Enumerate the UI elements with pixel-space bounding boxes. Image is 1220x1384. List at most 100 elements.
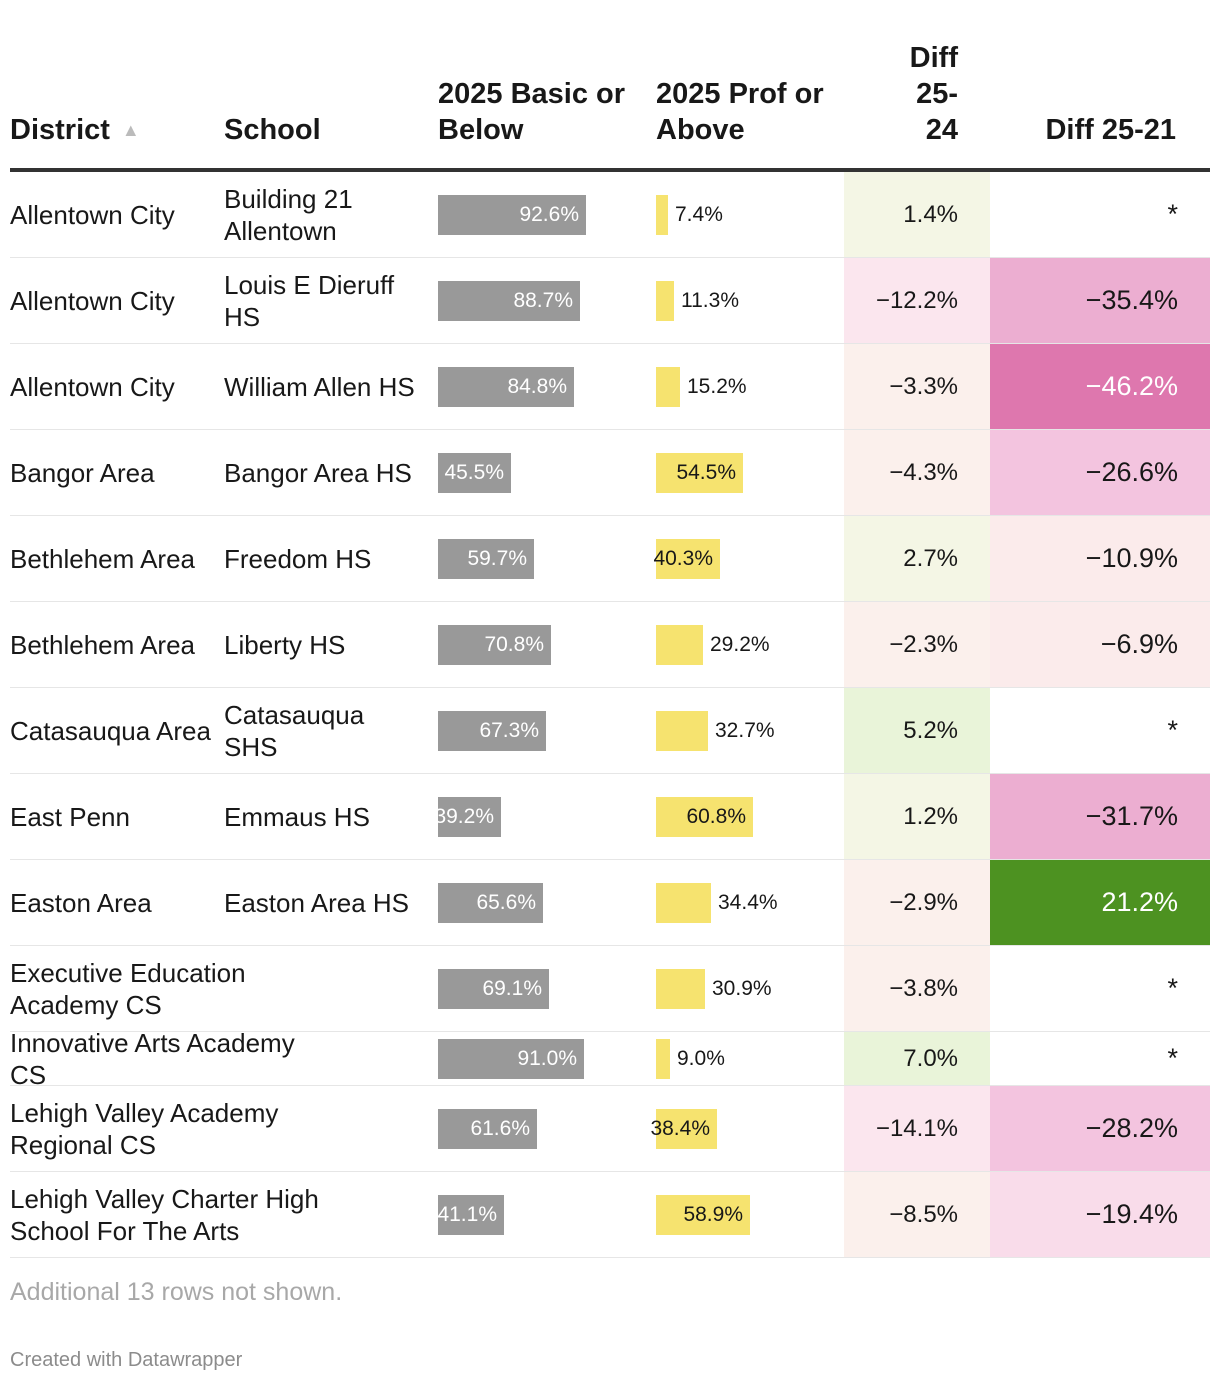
basic-or-below-cell: 41.1% [437,1172,504,1257]
table-row: Lehigh Valley Charter High School For Th… [10,1172,1210,1258]
basic-or-below-bar: 59.7% [438,538,534,579]
diff-25-21-cell: * [1167,715,1178,745]
table-row: Executive Education Academy CS 69.1% 30.9%… [10,946,1210,1032]
prof-or-above-value: 54.5% [676,460,736,484]
diff-25-21-cell: −26.6% [990,430,1210,515]
prof-or-above-cell: 38.4% [650,1086,717,1171]
diff-25-24-cell: −4.3% [844,430,990,515]
school-cell: Freedom HS [224,543,372,574]
basic-or-below-value: 59.7% [467,546,527,570]
diff-25-24-cell: −14.1% [844,1086,990,1171]
basic-or-below-cell: 84.8% [438,344,574,429]
district-cell: Bethlehem Area [10,629,196,660]
prof-or-above-cell: 54.5% [656,430,743,515]
table-row: Bethlehem Area Freedom HS 59.7% 40.3% 2.7% −1… [10,516,1210,602]
district-cell: Lehigh Valley Academy Regional CS [10,1097,279,1160]
sort-ascending-icon[interactable]: ▲ [121,120,140,140]
diff-25-24-cell: 7.0% [844,1032,990,1085]
column-header-prof[interactable]: 2025 Prof or Above [656,78,824,146]
table-row: East Penn Emmaus HS 39.2% 60.8% 1.2% −31.7% [10,774,1210,860]
diff-25-24-cell: −2.3% [844,602,990,687]
table-row: Bangor Area Bangor Area HS 45.5% 54.5% −4.3%… [10,430,1210,516]
diff-25-21-cell: * [1167,1043,1178,1073]
basic-or-below-cell: 45.5% [438,430,511,515]
prof-or-above-value: 30.9% [712,976,772,1000]
diff-25-21-cell: −35.4% [990,258,1210,343]
diff-25-24-cell: −8.5% [844,1172,990,1257]
prof-or-above-value: 40.3% [653,546,713,570]
basic-or-below-value: 88.7% [513,288,573,312]
district-cell: Executive Education Academy CS [10,957,246,1020]
table-row: Allentown City Building 21 Allentown 92.6%… [10,172,1210,258]
basic-or-below-cell: 39.2% [434,774,501,859]
prof-or-above-cell: 30.9% [656,946,772,1031]
school-cell: Bangor Area HS [224,457,412,488]
table-header: District ▲ School 2025 Basic or Below 202… [10,0,1210,172]
prof-or-above-value: 7.4% [675,202,723,226]
column-header-diff-25-21[interactable]: Diff 25-21 [1045,114,1176,146]
prof-or-above-value: 58.9% [683,1202,743,1226]
prof-or-above-bar [656,710,708,751]
basic-or-below-bar: 39.2% [434,796,501,837]
basic-or-below-bar: 70.8% [438,624,551,665]
prof-or-above-bar [656,366,680,407]
prof-or-above-bar [656,194,668,235]
basic-or-below-value: 92.6% [519,202,579,226]
basic-or-below-cell: 65.6% [438,860,543,945]
basic-or-below-value: 67.3% [479,718,539,742]
district-cell: Allentown City [10,285,175,316]
basic-or-below-cell: 67.3% [438,688,546,773]
district-cell: East Penn [10,801,130,832]
column-header-district[interactable]: District ▲ [10,112,140,148]
basic-or-below-bar: 88.7% [438,280,580,321]
table-row: Lehigh Valley Academy Regional CS 61.6% 38… [10,1086,1210,1172]
prof-or-above-cell: 58.9% [656,1172,750,1257]
diff-25-21-cell: −10.9% [990,516,1210,601]
diff-25-24-cell: −12.2% [844,258,990,343]
prof-or-above-bar: 40.3% [653,538,720,579]
prof-or-above-cell: 60.8% [656,774,753,859]
prof-or-above-bar: 54.5% [656,452,743,493]
diff-25-24-cell: 1.4% [844,172,990,257]
diff-25-21-cell: −46.2% [990,344,1210,429]
prof-or-above-value: 60.8% [686,804,746,828]
prof-or-above-value: 38.4% [650,1116,710,1140]
district-cell: Catasauqua Area [10,715,211,746]
column-header-basic[interactable]: 2025 Basic or Below [438,78,626,146]
prof-or-above-cell: 7.4% [656,172,723,257]
basic-or-below-cell: 69.1% [438,946,549,1031]
district-cell: Bangor Area [10,457,155,488]
table-row: Bethlehem Area Liberty HS 70.8% 29.2% −2.3% −… [10,602,1210,688]
prof-or-above-cell: 9.0% [656,1032,725,1085]
prof-or-above-cell: 29.2% [656,602,770,687]
basic-or-below-cell: 91.0% [438,1032,584,1085]
school-cell: Easton Area HS [224,887,409,918]
prof-or-above-value: 29.2% [710,632,770,656]
basic-or-below-bar: 67.3% [438,710,546,751]
school-cell: Catasauqua SHS [224,699,365,762]
basic-or-below-bar: 41.1% [437,1194,504,1235]
school-cell: Liberty HS [224,629,346,660]
district-cell: Bethlehem Area [10,543,196,574]
prof-or-above-value: 15.2% [687,374,747,398]
table-row: Easton Area Easton Area HS 65.6% 34.4% −2.9%… [10,860,1210,946]
prof-or-above-cell: 34.4% [656,860,778,945]
prof-or-above-value: 9.0% [677,1046,725,1070]
diff-25-24-cell: −2.9% [844,860,990,945]
district-cell: Allentown City [10,371,175,402]
school-cell: Louis E Dieruff HS [224,269,395,332]
prof-or-above-bar: 60.8% [656,796,753,837]
diff-25-24-cell: 1.2% [844,774,990,859]
basic-or-below-value: 70.8% [484,632,544,656]
basic-or-below-cell: 92.6% [438,172,586,257]
column-header-diff-25-24[interactable]: Diff 25-24 [909,42,958,146]
prof-or-above-value: 32.7% [715,718,775,742]
datawrapper-credit[interactable]: Created with Datawrapper [10,1349,243,1371]
basic-or-below-value: 91.0% [517,1046,577,1070]
column-header-school[interactable]: School [224,114,321,146]
district-header-label: District [10,114,110,146]
footnote: Additional 13 rows not shown. [10,1278,343,1306]
basic-or-below-value: 45.5% [444,460,504,484]
district-cell: Easton Area [10,887,152,918]
table-row: Allentown City William Allen HS 84.8% 15.2%… [10,344,1210,430]
